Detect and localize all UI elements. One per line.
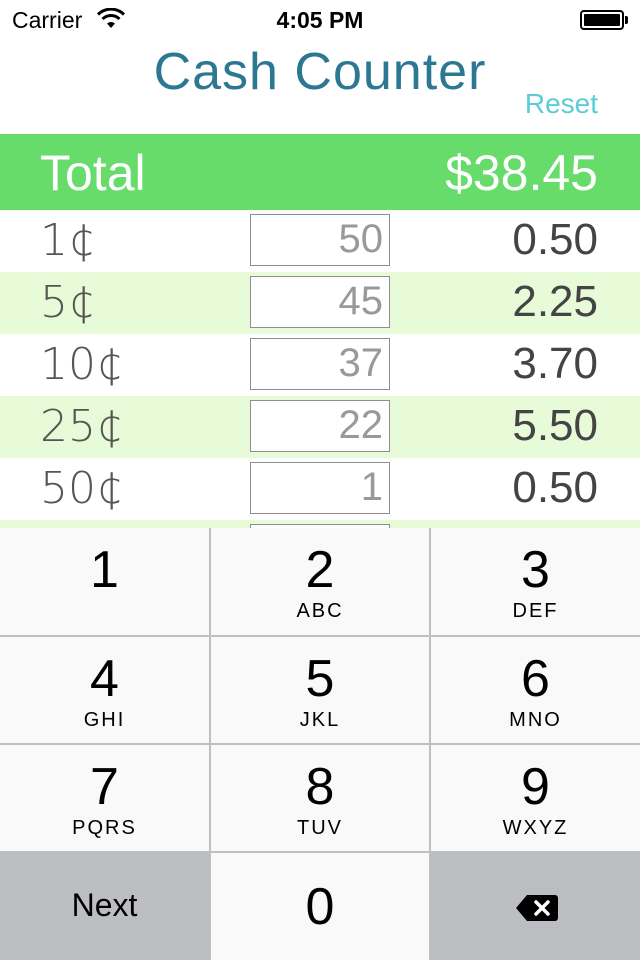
key-letters: GHI [83, 709, 126, 731]
key-number: 2 [305, 541, 335, 599]
key-number: 6 [521, 650, 550, 708]
key-number: 0 [305, 878, 335, 936]
numeric-keypad: 1 2 ABC 3 DEF 4 GHI 5 JKL 6 MNO 7 PQRS 8… [0, 528, 640, 960]
key-1[interactable]: 1 [0, 528, 209, 635]
key-8[interactable]: 8 TUV [211, 745, 429, 851]
key-letters: ABC [296, 600, 344, 622]
total-amount: $38.45 [445, 145, 598, 201]
subtotal-value: 5.50 [512, 401, 598, 450]
key-number: 8 [305, 758, 335, 816]
denomination-list: 1¢ 50 0.50 5¢ 45 2.25 10¢ 37 3.70 25¢ 22… [0, 210, 640, 528]
wifi-icon [96, 8, 126, 28]
next-label: Next [71, 887, 138, 923]
status-time: 4:05 PM [276, 7, 364, 33]
carrier-label: Carrier [12, 7, 83, 33]
list-item: 25¢ 22 5.50 [0, 396, 640, 458]
key-5[interactable]: 5 JKL [211, 637, 429, 743]
key-letters: DEF [512, 600, 559, 622]
count-input[interactable]: 1 [250, 462, 390, 514]
list-item [0, 520, 640, 528]
reset-button[interactable]: Reset [524, 88, 598, 119]
key-0[interactable]: 0 [211, 853, 429, 960]
backspace-button[interactable] [431, 853, 640, 960]
list-item: 50¢ 1 0.50 [0, 458, 640, 520]
list-item: 10¢ 37 3.70 [0, 334, 640, 396]
denomination-label: 25¢ [40, 401, 124, 452]
key-letters: MNO [509, 709, 562, 731]
key-2[interactable]: 2 ABC [211, 528, 429, 635]
count-input[interactable]: 50 [250, 214, 390, 266]
subtotal-value: 2.25 [512, 277, 598, 326]
subtotal-value: 3.70 [512, 339, 598, 388]
subtotal-value: 0.50 [512, 215, 598, 264]
total-label: Total [40, 145, 146, 201]
key-number: 3 [521, 541, 550, 599]
count-input[interactable]: 22 [250, 400, 390, 452]
key-number: 4 [90, 650, 119, 708]
denomination-label: 1¢ [40, 215, 96, 266]
total-bar: Total $38.45 [0, 134, 640, 210]
key-letters: PQRS [72, 817, 137, 839]
key-7[interactable]: 7 PQRS [0, 745, 209, 851]
denomination-label: 50¢ [40, 463, 124, 514]
count-input[interactable] [250, 524, 390, 528]
denomination-label: 10¢ [40, 339, 124, 390]
key-number: 1 [90, 541, 119, 599]
key-4[interactable]: 4 GHI [0, 637, 209, 743]
key-number: 5 [305, 650, 335, 708]
status-bar: Carrier 4:05 PM [0, 0, 640, 40]
next-button[interactable]: Next [0, 853, 209, 960]
key-6[interactable]: 6 MNO [431, 637, 640, 743]
battery-icon [580, 10, 628, 30]
key-letters: JKL [299, 709, 341, 731]
list-item: 5¢ 45 2.25 [0, 272, 640, 334]
list-item: 1¢ 50 0.50 [0, 210, 640, 272]
key-letters: TUV [297, 817, 343, 839]
key-letters: WXYZ [502, 817, 569, 839]
backspace-icon [516, 895, 558, 921]
count-input[interactable]: 45 [250, 276, 390, 328]
denomination-label: 5¢ [40, 277, 96, 328]
key-number: 7 [90, 758, 119, 816]
key-number: 9 [521, 758, 550, 816]
count-input[interactable]: 37 [250, 338, 390, 390]
page-title: Cash Counter [153, 43, 487, 101]
subtotal-value: 0.50 [512, 463, 598, 512]
key-9[interactable]: 9 WXYZ [431, 745, 640, 851]
key-3[interactable]: 3 DEF [431, 528, 640, 635]
